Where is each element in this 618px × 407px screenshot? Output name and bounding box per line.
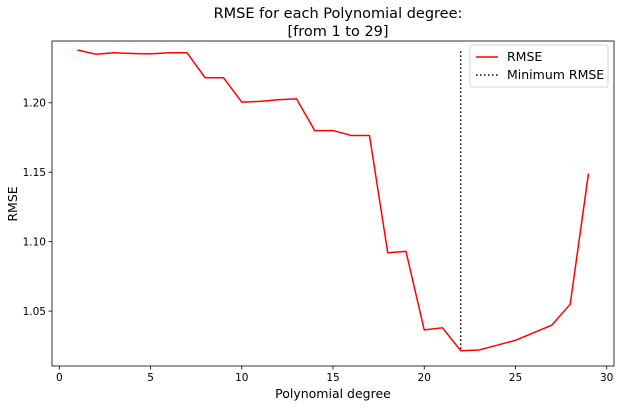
x-tick-label: 10 <box>235 372 248 384</box>
y-axis-ticks: 1.05 1.10 1.15 1.20 <box>23 98 52 318</box>
plot-frame <box>51 40 615 367</box>
y-tick-label: 1.15 <box>23 167 46 179</box>
y-tick-label: 1.20 <box>23 98 46 110</box>
legend-minimum-rmse-label: Minimum RMSE <box>507 67 604 82</box>
x-tick-label: 5 <box>147 372 154 384</box>
legend: RMSE Minimum RMSE <box>469 44 609 88</box>
x-tick-label: 25 <box>509 372 522 384</box>
chart-subtitle: [from 1 to 29] <box>287 24 388 40</box>
y-axis-label: RMSE <box>5 186 20 221</box>
y-tick-label: 1.10 <box>23 236 46 248</box>
plot-area <box>52 41 614 366</box>
legend-box <box>469 44 609 88</box>
x-tick-label: 0 <box>56 372 63 384</box>
rmse-series-line <box>77 49 590 352</box>
chart-title: RMSE for each Polynomial degree: <box>214 6 463 22</box>
x-tick-label: 30 <box>600 372 613 384</box>
x-tick-label: 20 <box>418 372 431 384</box>
x-axis-label: Polynomial degree <box>275 386 391 401</box>
x-tick-label: 15 <box>326 372 339 384</box>
y-tick-label: 1.05 <box>23 306 46 318</box>
legend-rmse-label: RMSE <box>507 49 542 64</box>
x-axis-ticks: 0 5 10 15 20 25 30 <box>56 366 613 384</box>
